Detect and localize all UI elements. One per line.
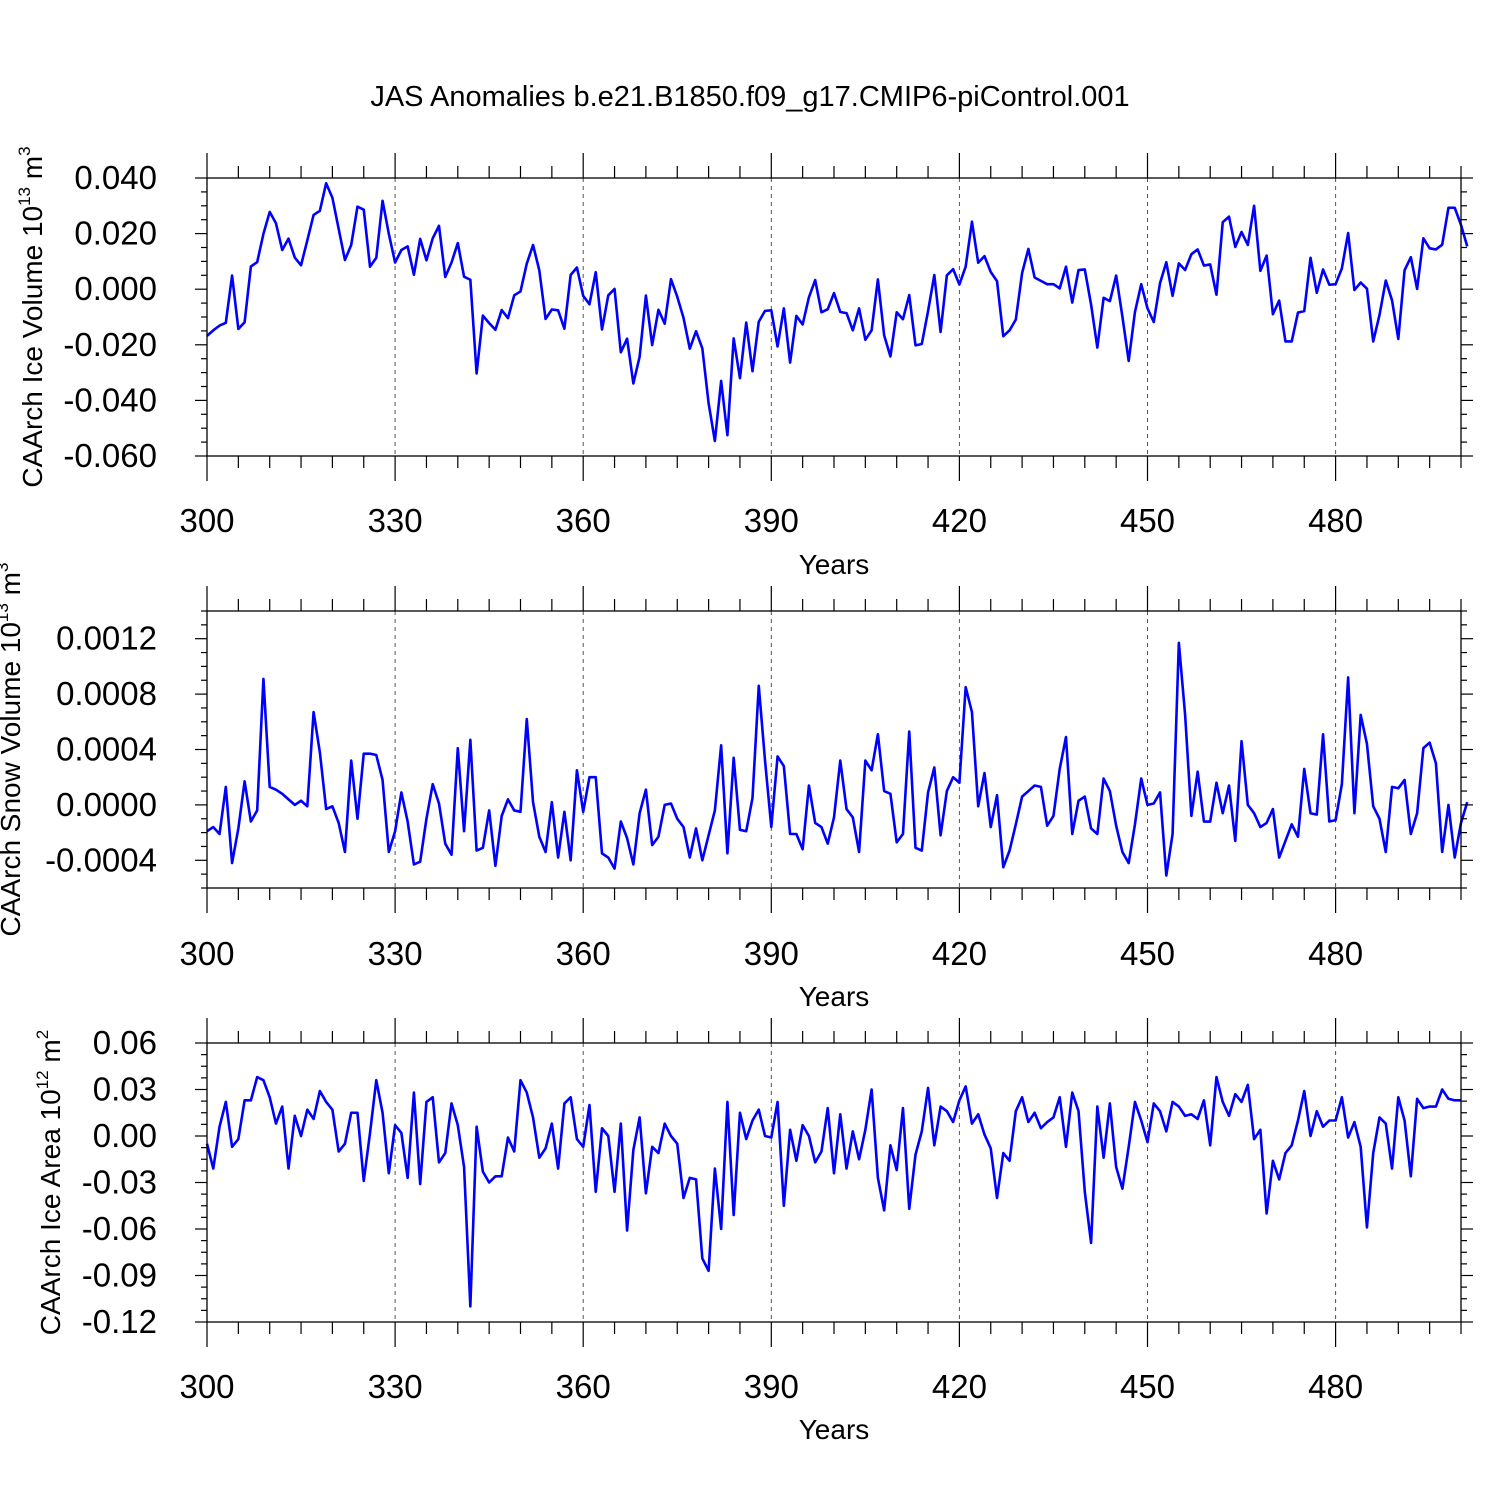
ice-area-y-title-exponent: 12	[33, 1070, 52, 1089]
chart-title: JAS Anomalies b.e21.B1850.f09_g17.CMIP6-…	[370, 81, 1129, 113]
ice-volume-y-tick-label: 0.040	[74, 159, 157, 196]
ice-area-y-tick-label: -0.09	[82, 1257, 157, 1294]
ice-area-x-tick-label: 420	[932, 1368, 987, 1405]
ice-area-y-title-unit: m	[35, 1039, 66, 1070]
ice-volume-x-tick-label: 450	[1120, 502, 1175, 539]
snow-volume-y-title-unit: m	[0, 572, 26, 603]
snow-volume-x-tick-label: 300	[179, 935, 234, 972]
ice-area-x-axis-title: Years	[799, 1414, 870, 1445]
ice-volume-y-tick-label: -0.060	[63, 437, 157, 474]
ice-area-series-line	[205, 1075, 1461, 1308]
panel-ice-volume: 300 330 360 390 420 450 480 Years -0.060 -0.040 -0…	[15, 146, 1473, 580]
ice-volume-x-tick-label: 360	[556, 502, 611, 539]
ice-area-y-tick-label: 0.00	[93, 1117, 157, 1154]
ice-area-x-tick-label: 450	[1120, 1368, 1175, 1405]
ice-volume-y-title-main: CAArch Ice Volume 10	[17, 206, 48, 488]
snow-volume-x-tick-label: 360	[556, 935, 611, 972]
ice-area-y-tick-label: 0.03	[93, 1071, 157, 1108]
snow-volume-series-line	[206, 641, 1469, 877]
snow-volume-y-tick-label: -0.0004	[45, 841, 157, 878]
ice-volume-y-title-exponent: 13	[15, 187, 34, 206]
ice-area-x-tick-label: 390	[744, 1368, 799, 1405]
snow-volume-x-tick-label: 390	[744, 935, 799, 972]
ice-area-y-title-main: CAArch Ice Area 10	[35, 1089, 66, 1335]
ice-volume-series-line	[206, 181, 1469, 443]
ice-volume-x-tick-label: 480	[1308, 502, 1363, 539]
ice-volume-x-tick-label: 300	[179, 502, 234, 539]
ice-volume-y-title-unit-exponent: 3	[15, 146, 34, 155]
ice-volume-y-tick-label: 0.000	[74, 270, 157, 307]
ice-volume-y-tick-label: -0.040	[63, 381, 157, 418]
ice-volume-y-title-unit: m	[17, 156, 48, 187]
snow-volume-y-tick-label: 0.0004	[56, 731, 157, 768]
ice-area-y-tick-label: -0.06	[82, 1210, 157, 1247]
snow-volume-x-tick-label: 330	[368, 935, 423, 972]
ice-volume-y-tick-label: 0.020	[74, 215, 157, 252]
ice-volume-y-tick-label: -0.020	[63, 326, 157, 363]
snow-volume-y-title-exponent: 13	[0, 603, 12, 622]
ice-volume-x-axis-title: Years	[799, 549, 870, 580]
ice-area-y-tick-label: -0.12	[82, 1303, 157, 1340]
ice-volume-x-tick-label: 420	[932, 502, 987, 539]
ice-area-x-tick-label: 360	[556, 1368, 611, 1405]
ice-volume-x-tick-label: 390	[744, 502, 799, 539]
snow-volume-y-tick-label: 0.0000	[56, 786, 157, 823]
snow-volume-y-tick-label: 0.0012	[56, 620, 157, 657]
ice-area-y-tick-label: -0.03	[82, 1164, 157, 1201]
snow-volume-y-tick-label: 0.0008	[56, 675, 157, 712]
ice-volume-x-tick-label: 330	[368, 502, 423, 539]
ice-area-y-axis-title: CAArch Ice Area 1012 m2	[33, 1030, 66, 1335]
snow-volume-y-axis-title: CAArch Snow Volume 1013 m3	[0, 563, 26, 937]
snow-volume-y-title-main: CAArch Snow Volume 10	[0, 622, 26, 936]
snow-volume-x-axis-title: Years	[799, 981, 870, 1012]
ice-area-y-tick-label: 0.06	[93, 1024, 157, 1061]
ice-area-x-tick-label: 300	[179, 1368, 234, 1405]
ice-volume-y-axis-title: CAArch Ice Volume 1013 m3	[15, 146, 48, 487]
snow-volume-y-title-unit-exponent: 3	[0, 563, 12, 572]
ice-area-y-title-unit-exponent: 2	[33, 1030, 52, 1039]
snow-volume-x-tick-label: 420	[932, 935, 987, 972]
ice-area-x-tick-label: 330	[368, 1368, 423, 1405]
panel-snow-volume: 300 330 360 390 420 450 480 Years -0.0004 0.0000 0…	[0, 563, 1473, 1012]
snow-volume-x-tick-label: 480	[1308, 935, 1363, 972]
ice-area-x-tick-label: 480	[1308, 1368, 1363, 1405]
panel-ice-area: 300 330 360 390 420 450 480 Years -0.12 -0.09 -0.0…	[33, 1018, 1473, 1445]
snow-volume-x-tick-label: 450	[1120, 935, 1175, 972]
